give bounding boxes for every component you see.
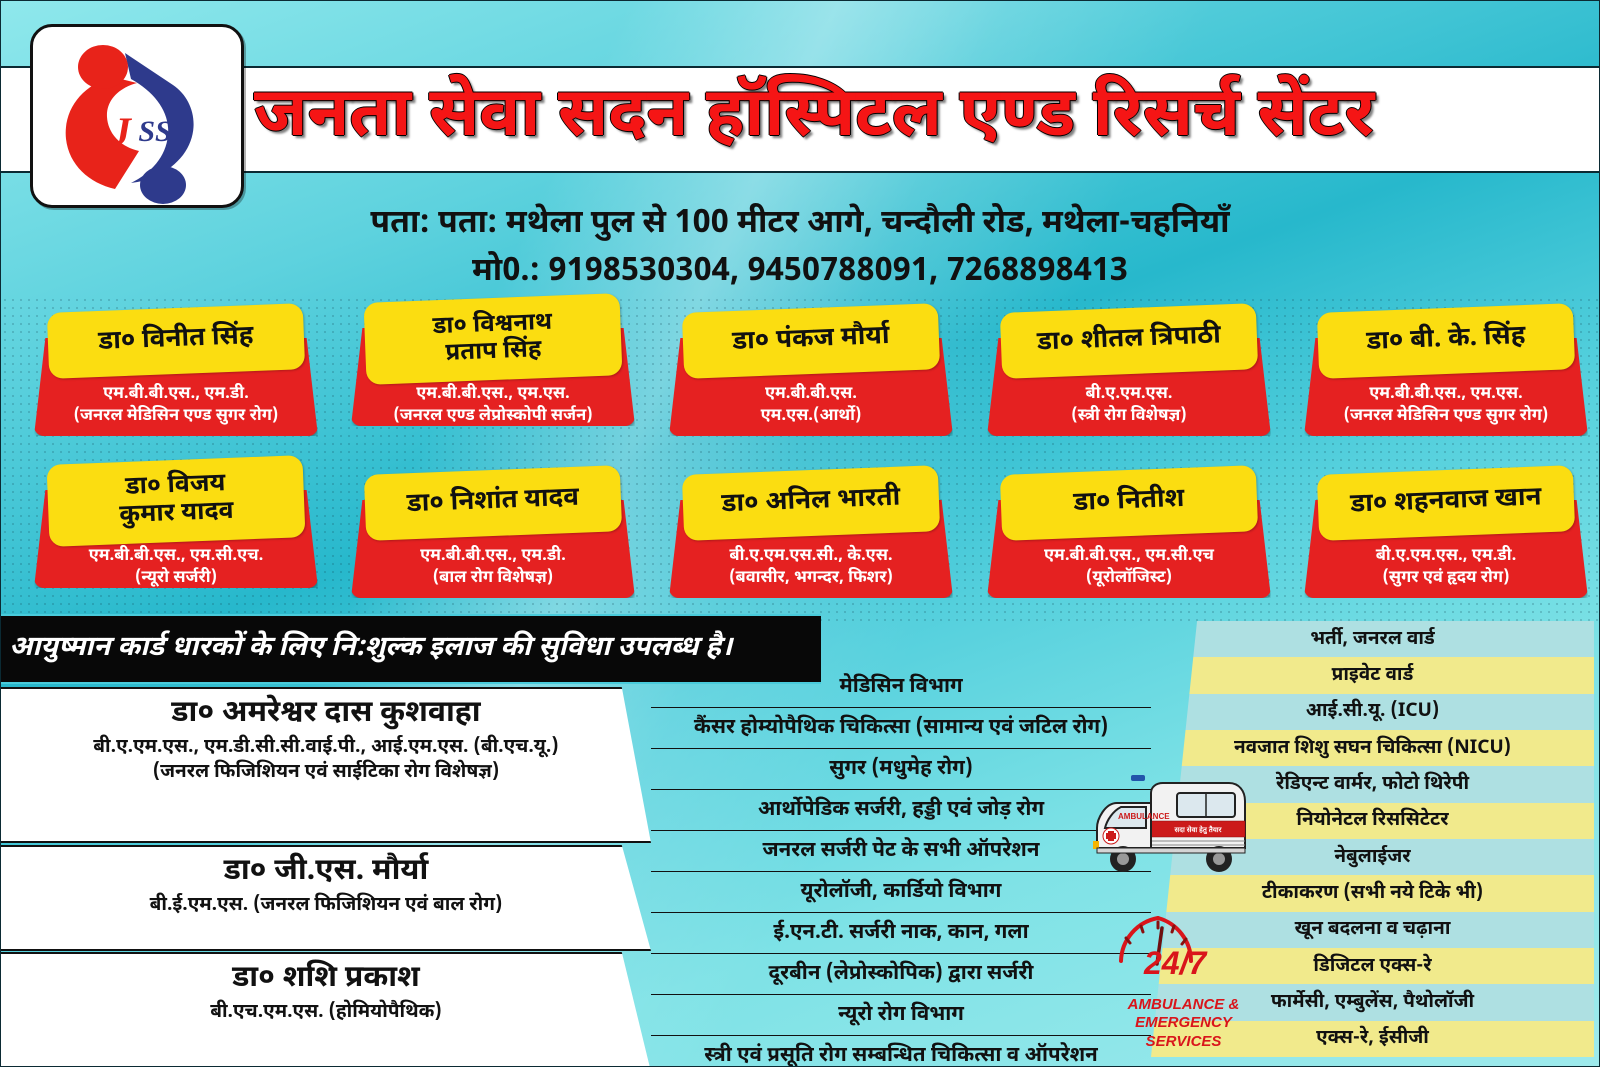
svg-text:J: J (110, 109, 133, 154)
svg-text:24/7: 24/7 (1143, 945, 1208, 981)
svg-text:AMBULANCE: AMBULANCE (1118, 812, 1170, 821)
svg-text:सदा सेवा हेतु तैयार: सदा सेवा हेतु तैयार (1174, 825, 1223, 835)
svg-text:SS: SS (138, 115, 171, 148)
